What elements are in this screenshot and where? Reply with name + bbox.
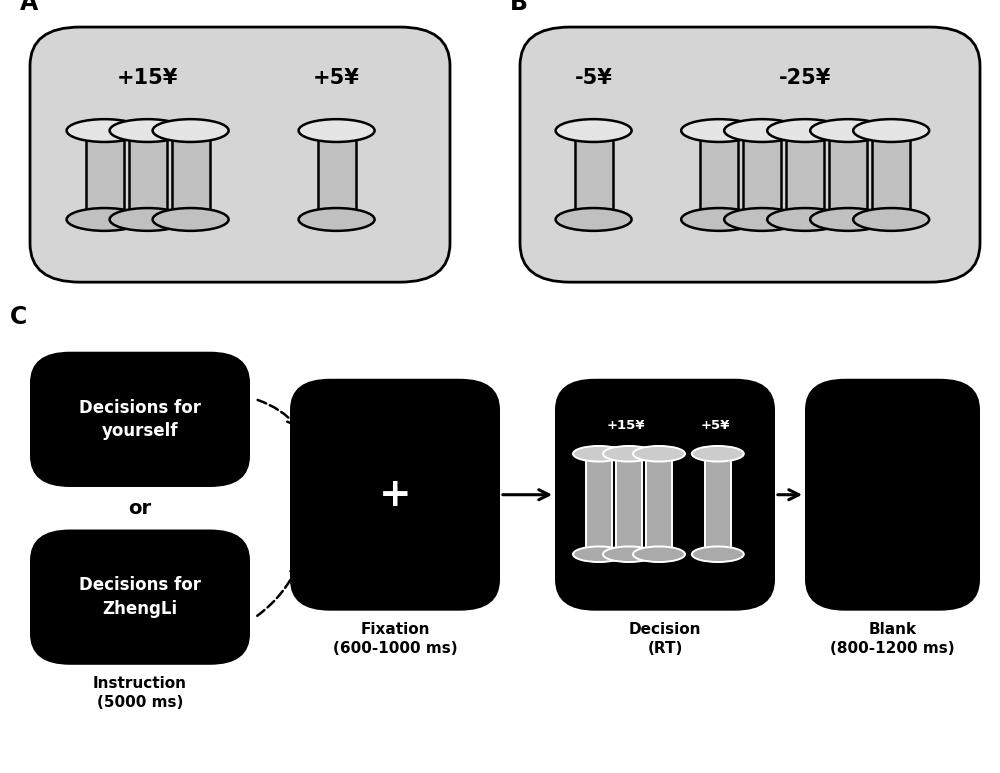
Ellipse shape	[692, 547, 744, 562]
Ellipse shape	[67, 119, 143, 142]
Text: +15¥: +15¥	[606, 419, 645, 431]
FancyBboxPatch shape	[646, 454, 672, 554]
FancyBboxPatch shape	[86, 131, 124, 220]
FancyBboxPatch shape	[575, 131, 613, 220]
Ellipse shape	[573, 446, 625, 461]
Ellipse shape	[853, 208, 929, 231]
FancyBboxPatch shape	[129, 131, 167, 220]
Ellipse shape	[853, 119, 929, 142]
Ellipse shape	[556, 208, 632, 231]
Ellipse shape	[724, 119, 800, 142]
Ellipse shape	[110, 119, 186, 142]
Ellipse shape	[603, 547, 655, 562]
Text: Decisions for
yourself: Decisions for yourself	[79, 399, 201, 440]
FancyBboxPatch shape	[705, 454, 731, 554]
Ellipse shape	[110, 208, 186, 231]
FancyBboxPatch shape	[616, 454, 642, 554]
FancyBboxPatch shape	[520, 27, 980, 282]
Ellipse shape	[153, 119, 229, 142]
Ellipse shape	[603, 446, 655, 461]
FancyBboxPatch shape	[290, 379, 500, 611]
FancyBboxPatch shape	[805, 379, 980, 611]
Ellipse shape	[767, 119, 843, 142]
Ellipse shape	[681, 119, 757, 142]
FancyBboxPatch shape	[786, 131, 824, 220]
Ellipse shape	[767, 208, 843, 231]
Ellipse shape	[299, 119, 375, 142]
Text: +5¥: +5¥	[701, 419, 730, 431]
Text: Decision
(RT): Decision (RT)	[629, 622, 701, 656]
Ellipse shape	[633, 547, 685, 562]
Ellipse shape	[810, 208, 886, 231]
FancyBboxPatch shape	[172, 131, 210, 220]
Text: Fixation
(600-1000 ms): Fixation (600-1000 ms)	[333, 622, 457, 656]
Text: -25¥: -25¥	[779, 68, 831, 88]
Text: C: C	[10, 305, 27, 329]
Ellipse shape	[573, 547, 625, 562]
FancyBboxPatch shape	[555, 379, 775, 611]
Text: +15¥: +15¥	[117, 68, 178, 88]
Ellipse shape	[299, 208, 375, 231]
Text: A: A	[20, 0, 38, 15]
FancyBboxPatch shape	[872, 131, 910, 220]
Ellipse shape	[692, 446, 744, 461]
Ellipse shape	[633, 446, 685, 461]
Ellipse shape	[556, 119, 632, 142]
Text: Instruction
(5000 ms): Instruction (5000 ms)	[93, 676, 187, 710]
FancyBboxPatch shape	[318, 131, 356, 220]
Ellipse shape	[724, 208, 800, 231]
Text: Blank
(800-1200 ms): Blank (800-1200 ms)	[830, 622, 955, 656]
Ellipse shape	[67, 208, 143, 231]
FancyBboxPatch shape	[30, 352, 250, 487]
FancyBboxPatch shape	[700, 131, 738, 220]
Text: -5¥: -5¥	[575, 68, 612, 88]
Text: +5¥: +5¥	[313, 68, 360, 88]
Text: or: or	[128, 499, 152, 518]
Text: Decisions for
ZhengLi: Decisions for ZhengLi	[79, 577, 201, 618]
FancyBboxPatch shape	[30, 530, 250, 665]
FancyBboxPatch shape	[30, 27, 450, 282]
Ellipse shape	[681, 208, 757, 231]
FancyBboxPatch shape	[586, 454, 612, 554]
Text: +: +	[379, 475, 411, 514]
FancyBboxPatch shape	[743, 131, 781, 220]
FancyBboxPatch shape	[829, 131, 867, 220]
Ellipse shape	[153, 208, 229, 231]
Text: B: B	[510, 0, 528, 15]
Ellipse shape	[810, 119, 886, 142]
